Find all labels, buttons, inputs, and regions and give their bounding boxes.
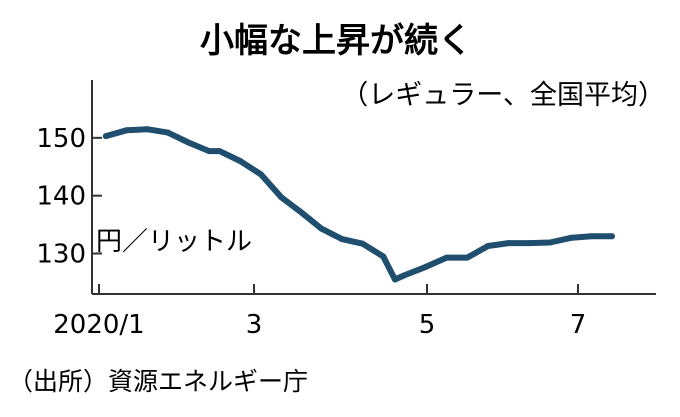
- y-axis-ticks: 130 140 150: [36, 124, 102, 270]
- data-point: [380, 253, 387, 260]
- x-axis-ticks: 2020/1 3 5 7: [53, 284, 586, 340]
- x-tick-label: 7: [570, 310, 587, 340]
- data-point: [318, 225, 325, 232]
- data-point: [123, 127, 130, 134]
- chart-subtitle: （レギュラー、全国平均）: [341, 80, 665, 111]
- y-tick-label: 150: [36, 124, 86, 154]
- data-point: [206, 148, 213, 155]
- data-point: [464, 254, 471, 261]
- data-point: [526, 240, 533, 247]
- data-point: [102, 133, 109, 140]
- data-point: [237, 158, 244, 164]
- data-point: [505, 240, 512, 247]
- data-point: [299, 210, 306, 216]
- data-point: [216, 148, 223, 155]
- data-point: [567, 234, 574, 241]
- data-point: [144, 126, 151, 133]
- y-tick-label: 140: [36, 182, 86, 212]
- x-tick-label: 2020/1: [53, 310, 144, 340]
- data-point: [588, 233, 595, 240]
- data-point: [392, 276, 398, 283]
- data-point: [164, 129, 171, 136]
- data-point: [423, 263, 429, 270]
- data-point: [608, 233, 615, 240]
- data-point: [400, 272, 407, 279]
- series-points: [102, 126, 615, 283]
- data-point: [185, 139, 192, 146]
- data-point: [485, 243, 491, 249]
- data-point: [443, 254, 450, 261]
- data-point: [338, 236, 345, 243]
- data-point: [359, 240, 366, 247]
- x-tick-label: 5: [419, 310, 436, 340]
- y-tick-label: 130: [36, 240, 86, 270]
- unit-label: 円／リットル: [96, 227, 252, 257]
- data-point: [257, 171, 264, 178]
- data-point: [278, 194, 285, 201]
- x-tick-label: 3: [246, 310, 263, 340]
- plot-area: 130 140 150 2020/1 3 5 7: [36, 80, 656, 340]
- data-point: [547, 239, 553, 246]
- chart-title: 小幅な上昇が続く: [200, 21, 472, 61]
- source-note: （出所）資源エネルギー庁: [8, 367, 308, 396]
